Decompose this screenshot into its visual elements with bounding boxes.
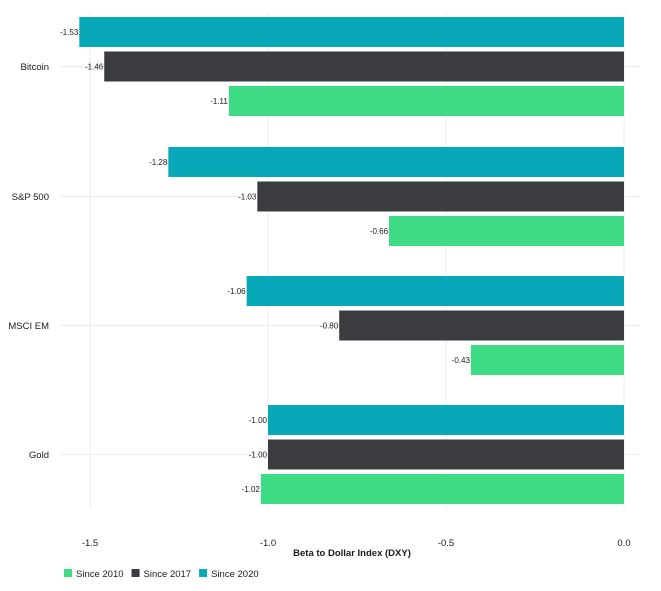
legend-label: Since 2020 (211, 569, 259, 580)
bar-value-label: -0.66 (370, 227, 389, 236)
bar-value-label: -1.06 (227, 287, 246, 296)
category-labels: Bitcoin S&P 500 MSCI EM Gold (8, 62, 49, 461)
bar-value-label: -1.02 (242, 485, 261, 494)
bar (268, 439, 624, 470)
bar (168, 147, 624, 177)
bar-value-label: -0.43 (452, 356, 471, 365)
bar-value-label: -1.00 (249, 451, 268, 460)
bar (228, 86, 624, 116)
bar (104, 51, 625, 82)
bar (339, 310, 624, 341)
legend-swatch (131, 569, 140, 577)
bar (470, 345, 624, 375)
bar-value-label: -1.28 (149, 158, 168, 167)
category-label: Gold (29, 450, 49, 461)
bar (257, 181, 624, 212)
legend-swatch (199, 569, 208, 577)
bar (268, 405, 624, 435)
bar (260, 474, 624, 504)
x-tick-label: -1.0 (260, 538, 276, 549)
bar-value-label: -1.11 (210, 97, 228, 106)
x-axis-ticks: -1.5 -1.0 -0.5 0.0 (82, 538, 631, 549)
legend-label: Since 2017 (144, 569, 192, 580)
x-tick-label: -1.5 (82, 538, 98, 549)
legend-label: Since 2010 (76, 569, 124, 580)
bar-labels: -1.53 -1.28 -1.06 -1.00 -1.46 -1.03 -0.80 -1.00… (60, 28, 470, 494)
bar (79, 17, 624, 47)
bar-value-label: -1.00 (249, 416, 268, 425)
bar-value-label: -0.80 (320, 322, 339, 331)
bar-value-label: -1.46 (85, 63, 104, 72)
x-tick-label: -0.5 (438, 538, 454, 549)
bar-value-label: -1.03 (238, 193, 257, 202)
bars (79, 17, 625, 504)
category-label: S&P 500 (12, 192, 49, 203)
bar-value-label: -1.53 (60, 28, 79, 37)
x-axis-title: Beta to Dollar Index (DXY) (293, 548, 411, 559)
category-label: MSCI EM (8, 321, 49, 332)
category-label: Bitcoin (20, 62, 49, 73)
bar (389, 216, 624, 246)
x-tick-label: 0.0 (617, 538, 630, 549)
bar (246, 276, 624, 306)
legend-swatch (64, 569, 72, 577)
legend: Since 2010 Since 2017 Since 2020 (64, 569, 259, 580)
